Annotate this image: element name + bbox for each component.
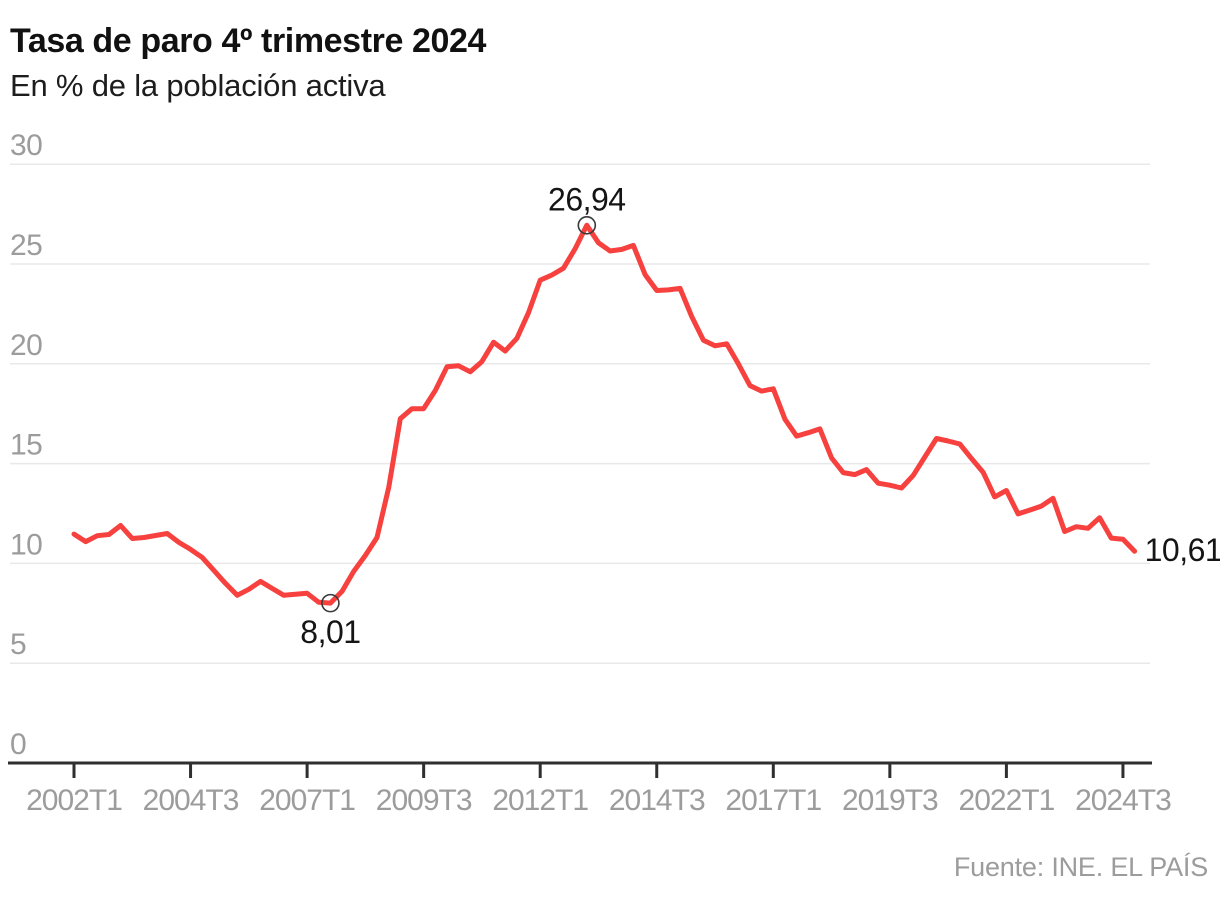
y-tick-label: 15	[10, 429, 42, 462]
chart-subtitle: En % de la población activa	[10, 68, 386, 103]
chart-source: Fuente: INE. EL PAÍS	[953, 852, 1208, 882]
annotation-marker-circle	[577, 215, 597, 235]
x-tick-label: 2012T1	[492, 784, 588, 817]
y-tick-label: 10	[10, 528, 42, 561]
annotation-label: 10,61	[1145, 532, 1220, 568]
y-tick-label: 30	[10, 129, 42, 162]
x-tick-label: 2024T3	[1075, 784, 1171, 817]
x-tick-label: 2022T1	[959, 784, 1055, 817]
x-tick-label: 2014T3	[609, 784, 705, 817]
y-tick-label: 25	[10, 229, 42, 262]
x-tick-label: 2002T1	[26, 784, 122, 817]
x-tick-label: 2004T3	[143, 784, 239, 817]
y-tick-label: 0	[10, 728, 26, 761]
y-tick-label: 20	[10, 329, 42, 362]
x-tick-label: 2017T1	[725, 784, 821, 817]
chart-title: Tasa de paro 4º trimestre 2024	[10, 22, 487, 60]
x-tick-label: 2019T3	[842, 784, 938, 817]
annotation-label: 8,01	[300, 614, 360, 650]
annotation-marker-circle	[321, 593, 340, 613]
series-line	[71, 222, 1138, 606]
x-tick-label: 2007T1	[259, 784, 355, 817]
annotation-label: 26,94	[548, 181, 626, 217]
y-tick-label: 5	[10, 628, 26, 661]
x-tick-label: 2009T3	[376, 784, 472, 817]
